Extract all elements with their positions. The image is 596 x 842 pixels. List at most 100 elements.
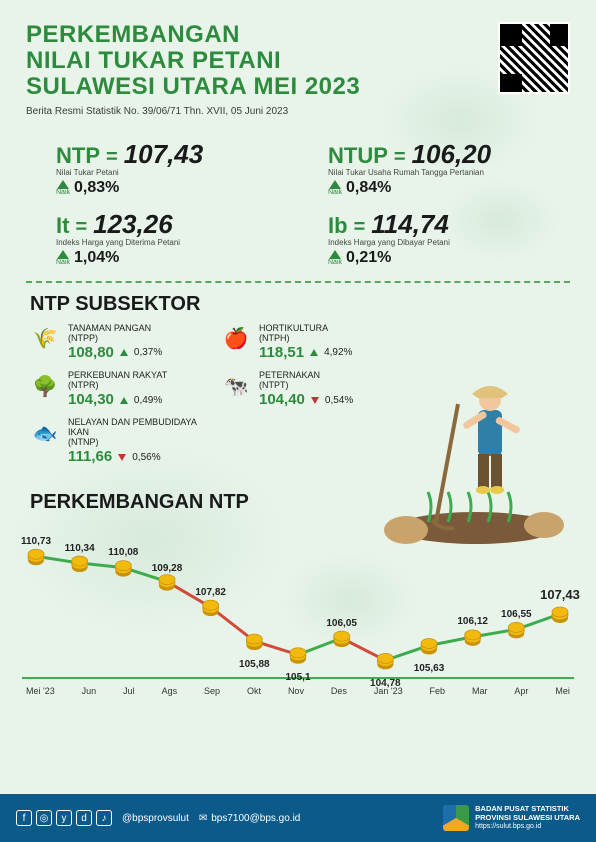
subsector-item: 🐟 NELAYAN DAN PEMBUDIDAYA IKAN (NTNP) 11… — [30, 418, 209, 465]
subsector-code: (NTPT) — [259, 381, 353, 391]
coin-marker — [465, 630, 481, 646]
coin-marker — [508, 623, 524, 639]
org-url: https://sulut.bps.go.id — [475, 823, 580, 831]
coin-marker — [72, 557, 88, 573]
subsector-pct: 0,56% — [132, 452, 160, 463]
arrow-down-icon — [311, 397, 319, 404]
subsector-item: 🌾 TANAMAN PANGAN (NTPP) 108,80 0,37% — [30, 324, 209, 361]
equals-sign: = — [106, 146, 118, 169]
page-subtitle: Berita Resmi Statistik No. 39/06/71 Thn.… — [26, 106, 570, 117]
stat-block: NTP = 107,43 Nilai Tukar Petani Naik 0,8… — [56, 139, 288, 197]
subsector-code: (NTPH) — [259, 334, 352, 344]
stat-label: NTUP — [328, 143, 388, 169]
subsector-pct: 0,49% — [134, 395, 162, 406]
x-category: Sep — [204, 686, 220, 696]
chart-value-label: 107,43 — [540, 587, 580, 602]
stat-value: 106,20 — [412, 139, 492, 170]
subsector-icon: 🌳 — [30, 371, 60, 401]
chart-value-label: 107,82 — [195, 587, 226, 598]
x-category: Ags — [162, 686, 178, 696]
chart-value-label: 104,78 — [370, 678, 401, 689]
social-icon: d — [76, 810, 92, 826]
chart-value-label: 106,55 — [501, 609, 532, 620]
equals-sign: = — [75, 216, 87, 239]
coin-marker — [421, 639, 437, 655]
subsector-pct: 4,92% — [324, 347, 352, 358]
footer: f◎yd♪ @bpsprovsulut ✉ bps7100@bps.go.id … — [0, 794, 596, 842]
stat-label: Ib — [328, 213, 348, 239]
subsector-icon: 🌾 — [30, 324, 60, 354]
subsector-name: NELAYAN DAN PEMBUDIDAYA IKAN — [68, 418, 209, 438]
x-category: Jul — [123, 686, 135, 696]
subsector-value: 118,51 — [259, 345, 304, 362]
ntp-line-chart: Mei '23JunJulAgsSepOktNovDesJan '23FebMa… — [22, 516, 574, 696]
stat-block: NTUP = 106,20 Nilai Tukar Usaha Rumah Ta… — [328, 139, 560, 197]
subsector-code: (NTPP) — [68, 334, 162, 344]
x-category: Nov — [288, 686, 304, 696]
subsector-value: 108,80 — [68, 345, 114, 362]
subsector-pct: 0,37% — [134, 347, 162, 358]
chart-value-label: 110,73 — [21, 536, 51, 547]
stat-change: Naik 0,84% — [328, 179, 560, 197]
chart-value-label: 110,08 — [108, 547, 138, 558]
equals-sign: = — [354, 216, 366, 239]
bps-mark-icon — [443, 805, 469, 831]
social-icon: f — [16, 810, 32, 826]
stat-change-value: 1,04% — [74, 249, 119, 267]
qr-code — [498, 22, 570, 94]
coin-marker — [203, 601, 219, 617]
stat-desc: Indeks Harga yang Diterima Petani — [56, 238, 288, 247]
subsector-code: (NTNP) — [68, 438, 209, 448]
stat-change-value: 0,84% — [346, 179, 391, 197]
stat-change-value: 0,21% — [346, 249, 391, 267]
separator — [26, 281, 570, 283]
chart-value-label: 109,28 — [152, 563, 183, 574]
coin-marker — [115, 561, 131, 577]
stat-change-value: 0,83% — [74, 179, 119, 197]
coin-marker — [334, 632, 350, 648]
stat-value: 123,26 — [93, 209, 173, 240]
page: PERKEMBANGAN NILAI TUKAR PETANI SULAWESI… — [0, 0, 596, 696]
arrow-up-icon — [310, 349, 318, 356]
stat-block: Ib = 114,74 Indeks Harga yang Dibayar Pe… — [328, 209, 560, 267]
stat-desc: Indeks Harga yang Dibayar Petani — [328, 238, 560, 247]
equals-sign: = — [394, 146, 406, 169]
chart-value-label: 106,05 — [326, 618, 357, 629]
stat-block: It = 123,26 Indeks Harga yang Diterima P… — [56, 209, 288, 267]
social-icon: y — [56, 810, 72, 826]
x-category: Jun — [82, 686, 97, 696]
stat-change: Naik 0,21% — [328, 249, 560, 267]
naik-label: Naik — [328, 259, 342, 266]
coin-marker — [377, 654, 393, 670]
chart-value-label: 105,63 — [414, 663, 445, 674]
arrow-up-icon — [120, 349, 128, 356]
naik-label: Naik — [56, 189, 70, 196]
email-text: bps7100@bps.go.id — [211, 813, 300, 824]
subsector-value: 111,66 — [68, 449, 112, 466]
chart-value-label: 105,1 — [285, 672, 310, 683]
subsector-title: NTP SUBSEKTOR — [30, 293, 570, 316]
chart-value-label: 106,12 — [457, 616, 488, 627]
x-category: Feb — [430, 686, 446, 696]
subsector-value: 104,30 — [68, 392, 114, 409]
arrow-up-icon — [329, 250, 341, 259]
coin-marker — [290, 648, 306, 664]
arrow-down-icon — [118, 454, 126, 461]
email: ✉ bps7100@bps.go.id — [199, 813, 301, 824]
subsector-icon: 🐄 — [221, 371, 251, 401]
chart-value-label: 110,34 — [65, 543, 95, 554]
bps-logo: BADAN PUSAT STATISTIK PROVINSI SULAWESI … — [443, 805, 580, 831]
subsector-pct: 0,54% — [325, 395, 353, 406]
social-handle: @bpsprovsulut — [122, 813, 189, 824]
subsector-item: 🌳 PERKEBUNAN RAKYAT (NTPR) 104,30 0,49% — [30, 371, 209, 408]
subsector-icon: 🍎 — [221, 324, 251, 354]
social-icon: ◎ — [36, 810, 52, 826]
stat-label: NTP — [56, 143, 100, 169]
x-category: Mei — [555, 686, 570, 696]
bps-text: BADAN PUSAT STATISTIK PROVINSI SULAWESI … — [475, 805, 580, 830]
social-icon: ♪ — [96, 810, 112, 826]
stat-desc: Nilai Tukar Usaha Rumah Tangga Pertanian — [328, 168, 560, 177]
email-icon: ✉ — [199, 813, 207, 824]
subsector-icon: 🐟 — [30, 418, 60, 448]
x-category: Des — [331, 686, 347, 696]
